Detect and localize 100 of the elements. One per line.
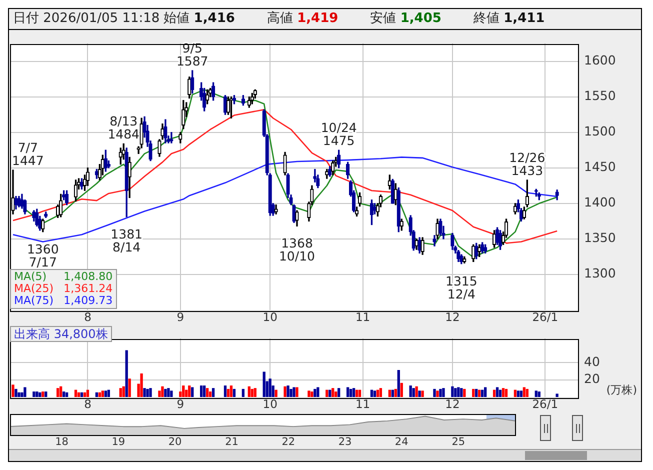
x-tick-label: 26/1 [532,396,558,411]
bar [268,378,272,397]
x-tick-label: 11 [355,396,370,411]
y-tick-label: 40 [584,354,600,369]
bar [36,392,38,397]
candlestick [325,168,329,179]
bar [472,388,475,397]
bar [526,388,529,397]
candlestick [456,250,460,262]
candlestick [483,244,488,254]
bar [230,385,233,397]
x-tick-label: 9 [176,310,184,324]
bar [334,392,338,397]
bar [421,390,424,397]
bar [346,387,350,397]
text: 高値 1,419 [266,11,338,26]
bar [520,390,523,397]
candlestick [331,160,335,176]
bar [475,388,478,397]
annotation: 7/7 1447 [12,140,44,168]
x-tick-label: 10 [262,396,278,411]
candlestick [106,160,110,168]
bar [191,387,194,397]
candlestick [170,132,174,144]
candlestick [370,200,374,226]
bar [373,390,376,397]
bar [262,372,266,397]
bar [164,388,167,397]
bar [338,388,340,397]
candlestick [283,152,287,176]
chart-title: 日付 2026/01/05 11:18 [13,11,160,26]
bar [44,392,48,397]
text: 終値 1,411 [473,11,545,26]
x-tick-label: 12 [445,396,460,411]
bar [42,392,44,397]
bar [208,392,212,397]
bar [332,388,334,397]
bar [376,390,380,397]
bar [352,388,356,397]
bar [83,392,86,397]
y-tick-label: 1600 [584,52,616,68]
bar [504,388,508,397]
bar [415,386,418,397]
x-tick-label: 11 [355,310,370,324]
bar [80,392,84,397]
bar [284,386,286,397]
bar [122,386,125,397]
bar [442,388,445,397]
bar [65,392,68,397]
bar [24,387,26,397]
candlestick [346,162,350,179]
bar [522,387,526,397]
candlestick [128,156,132,198]
candlestick [58,194,63,218]
bar [125,350,128,397]
bar [326,390,328,397]
bar [349,388,352,397]
text: MA(5) [14,270,47,283]
bar [104,390,107,397]
x-tick-label: 20 [168,436,182,448]
bar [556,394,558,397]
chart-title: 出来高 34,800株 [10,326,112,342]
bar [436,390,439,397]
bar [161,386,164,397]
bar [496,387,499,397]
candlestick [295,210,299,226]
bar [107,390,110,397]
candlestick [438,218,442,236]
x-tick-label: 23 [338,436,352,448]
candlestick [226,96,230,115]
bar [310,392,314,397]
bar [358,390,362,397]
bar [290,388,292,397]
candlestick [372,203,377,214]
bar [250,388,254,397]
bar [457,387,460,397]
bar [391,390,394,397]
bar [32,392,36,397]
bar [143,388,146,397]
bar [418,390,421,397]
bar [14,388,18,397]
bar [498,390,502,397]
candlestick [462,256,466,264]
bar [316,387,320,397]
bar [355,390,358,397]
x-tick-label: 26/1 [532,310,558,324]
candlestick [44,212,48,218]
bar [433,388,436,397]
candlestick [396,187,400,232]
candlestick [124,148,128,218]
bar [379,388,382,397]
bar [296,387,298,397]
bar [170,390,173,397]
bar [167,388,170,397]
bar [463,388,466,397]
bar [400,382,403,397]
candlestick [478,244,482,258]
bar [119,388,122,397]
bar [18,392,20,397]
bar [200,385,203,397]
